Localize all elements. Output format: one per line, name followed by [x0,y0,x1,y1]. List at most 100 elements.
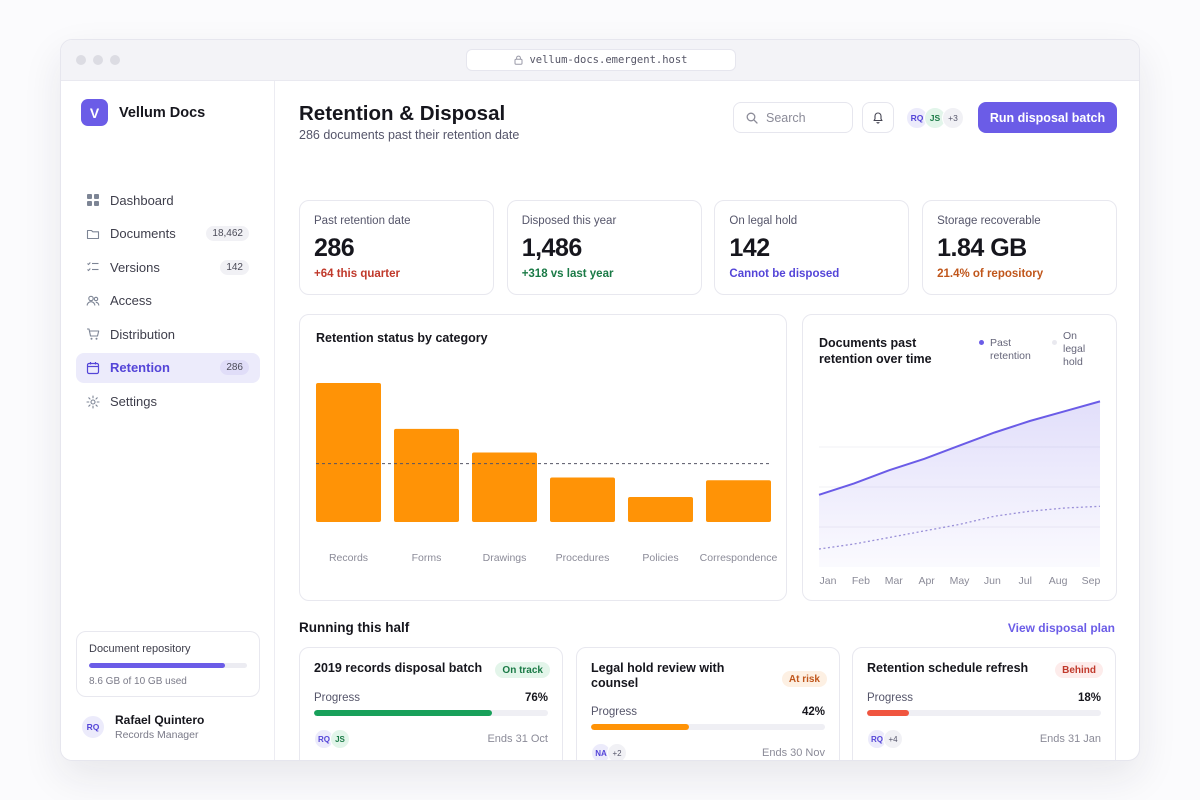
progress-bar [591,724,825,730]
grid-icon [86,193,100,207]
sidebar-item-label: Access [110,293,152,309]
initiative-end-date: Ends 30 Nov [762,747,825,759]
main-content: Retention & Disposal 286 documents past … [275,81,1139,760]
progress-fill [867,710,910,716]
window-close-dot[interactable] [76,55,86,65]
bar-category-label: Procedures [556,552,610,564]
owner-avatar: JS [330,729,350,749]
repository-usage-text: 8.6 GB of 10 GB used [89,676,187,687]
window-maximize-dot[interactable] [110,55,120,65]
bar-records[interactable] [316,383,381,522]
more-owners-count: +4 [883,729,903,749]
view-disposal-plan-link[interactable]: View disposal plan [1007,621,1115,635]
sidebar-item-label: Settings [110,394,157,410]
kpi-delta: +64 this quarter [314,268,400,280]
lock-icon [514,55,523,65]
initiative-card[interactable]: 2019 records disposal batch On track Progr… [299,647,563,760]
month-label: Feb [852,575,870,587]
initiative-card[interactable]: Retention schedule refresh Behind Progress… [852,647,1116,760]
sidebar-item-documents[interactable]: Documents 18,462 [76,219,260,249]
sidebar-nav: Dashboard Documents 18,462 Versions 142 Acces… [76,185,260,420]
collaborator-avatar[interactable]: JS [924,107,946,129]
search-placeholder: Search [766,110,806,125]
legend-dot-past [979,340,984,345]
sidebar-item-versions[interactable]: Versions 142 [76,252,260,282]
repository-usage-card: Document repository 8.6 GB of 10 GB used [76,631,260,697]
bar-policies[interactable] [628,496,693,522]
initiative-title: Retention schedule refresh [867,661,1029,675]
month-label: Sep [1082,575,1101,587]
collaborator-avatars[interactable]: RQ JS +3 [906,107,964,129]
search-input[interactable]: Search [733,102,853,133]
progress-fill [591,724,690,730]
bar-drawings[interactable] [472,452,537,523]
month-label: Apr [918,575,935,587]
bar-category-label: Forms [412,552,442,564]
user-profile[interactable]: RQ Rafael Quintero Records Manager [81,713,204,741]
bar-procedures[interactable] [550,477,615,522]
kpi-card: Disposed this year 1,486 +318 vs last year [506,200,702,295]
bar-correspondence[interactable] [706,480,771,522]
user-role: Records Manager [115,729,199,741]
initiative-title: Legal hold review with counsel [591,661,725,690]
sidebar-item-retention[interactable]: Retention 286 [76,352,260,383]
kpi-delta: +318 vs last year [521,268,614,280]
browser-chrome: vellum-docs.emergent.host [61,40,1139,81]
users-icon [86,294,100,308]
kpi-value: 1,486 [521,234,583,262]
user-name: Rafael Quintero [115,713,205,727]
bar-forms[interactable] [394,428,459,522]
legend-legal-hold[interactable]: On legal hold [1052,330,1097,369]
progress-bar [314,710,548,716]
legend-past-retention[interactable]: Past retention [979,330,1040,369]
progress-value: 18% [1077,692,1101,704]
sidebar-item-access[interactable]: Access [76,286,260,316]
sidebar-item-distribution[interactable]: Distribution [76,319,260,349]
run-disposal-batch-button[interactable]: Run disposal batch [978,102,1117,133]
sidebar: V Vellum Docs Dashboard Documents 18,462 Ve… [61,81,275,760]
legend-dot-hold [1052,340,1057,345]
sidebar-item-label: Documents [110,226,176,242]
kpi-value: 286 [314,234,355,262]
kpi-label: On legal hold [729,215,798,227]
bar-category-label: Drawings [483,552,527,564]
sidebar-item-dashboard[interactable]: Dashboard [76,185,260,215]
retention-over-time-card: Documents past retention over time Past … [802,314,1117,601]
page-subtitle: 286 documents past their retention date [299,128,520,142]
initiative-title: 2019 records disposal batch [314,661,483,675]
progress-value: 42% [801,706,825,718]
kpi-card: Storage recoverable 1.84 GB 21.4% of repos… [922,200,1118,295]
month-label: Jul [1019,575,1032,587]
initiative-owners[interactable]: RQ JS [314,729,350,749]
month-label: Jan [820,575,837,587]
brand-logo: V [81,99,108,126]
initiative-owners[interactable]: RQ +4 [867,729,903,749]
more-collaborators-count[interactable]: +3 [942,107,964,129]
line-past-retention[interactable] [818,400,1101,496]
progress-fill [314,710,492,716]
address-bar[interactable]: vellum-docs.emergent.host [466,49,736,71]
kpi-label: Disposed this year [521,215,617,227]
brand[interactable]: V Vellum Docs [81,99,205,126]
progress-bar [867,710,1101,716]
browser-window: vellum-docs.emergent.host V Vellum Docs … [60,39,1140,761]
area-chart-title: Documents past retention over time [819,336,932,367]
legend-label-past: Past retention [990,337,1031,363]
bell-icon [873,112,883,124]
more-owners-count: +2 [607,743,627,760]
month-label: May [950,575,971,587]
progress-label: Progress [867,692,914,704]
initiative-owners[interactable]: NA +2 [591,743,627,760]
month-label: Aug [1049,575,1068,587]
area-fill-past-retention [819,401,1100,567]
month-label: Mar [885,575,904,587]
search-icon [746,112,758,124]
window-minimize-dot[interactable] [93,55,103,65]
notifications-button[interactable] [862,102,894,133]
sidebar-item-settings[interactable]: Settings [76,387,260,417]
initiative-card[interactable]: Legal hold review with counsel At risk Pro… [576,647,840,760]
status-badge: At risk [781,671,827,687]
kpi-value: 1.84 GB [937,234,1027,262]
sidebar-item-count-badge: 142 [220,259,249,275]
kpi-label: Storage recoverable [937,215,1041,227]
